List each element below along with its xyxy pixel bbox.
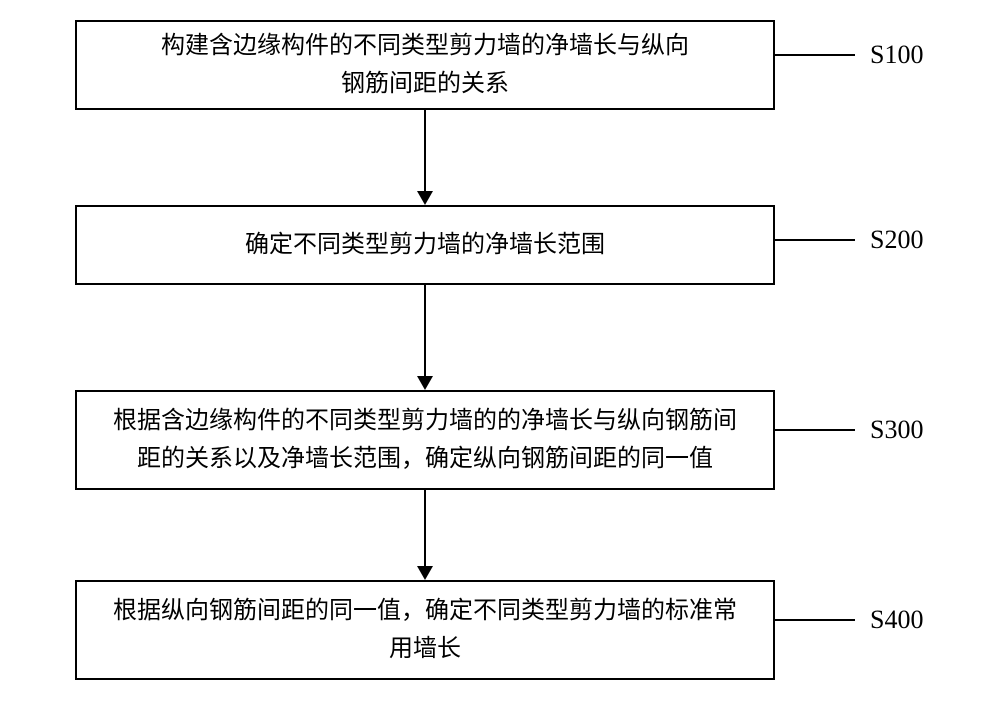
step-text: 确定不同类型剪力墙的净墙长范围: [245, 226, 605, 264]
step-box-s100: 构建含边缘构件的不同类型剪力墙的净墙长与纵向 钢筋间距的关系: [75, 20, 775, 110]
connector-s100: [775, 54, 855, 56]
connector-s300: [775, 429, 855, 431]
flowchart-container: 构建含边缘构件的不同类型剪力墙的净墙长与纵向 钢筋间距的关系 S100 确定不同…: [0, 0, 1000, 709]
arrow-3: [424, 490, 426, 567]
step-box-s300: 根据含边缘构件的不同类型剪力墙的的净墙长与纵向钢筋间 距的关系以及净墙长范围，确…: [75, 390, 775, 490]
step-label-s100: S100: [870, 40, 923, 70]
step-text: 构建含边缘构件的不同类型剪力墙的净墙长与纵向 钢筋间距的关系: [161, 27, 689, 104]
connector-s400: [775, 619, 855, 621]
arrow-2: [424, 285, 426, 377]
step-label-s300: S300: [870, 415, 923, 445]
step-box-s400: 根据纵向钢筋间距的同一值，确定不同类型剪力墙的标准常 用墙长: [75, 580, 775, 680]
arrow-1: [424, 110, 426, 192]
step-label-s400: S400: [870, 605, 923, 635]
connector-s200: [775, 239, 855, 241]
arrow-head-2: [417, 376, 433, 390]
step-text: 根据纵向钢筋间距的同一值，确定不同类型剪力墙的标准常 用墙长: [113, 592, 737, 669]
arrow-head-3: [417, 566, 433, 580]
step-box-s200: 确定不同类型剪力墙的净墙长范围: [75, 205, 775, 285]
step-label-s200: S200: [870, 225, 923, 255]
arrow-head-1: [417, 191, 433, 205]
step-text: 根据含边缘构件的不同类型剪力墙的的净墙长与纵向钢筋间 距的关系以及净墙长范围，确…: [113, 402, 737, 479]
